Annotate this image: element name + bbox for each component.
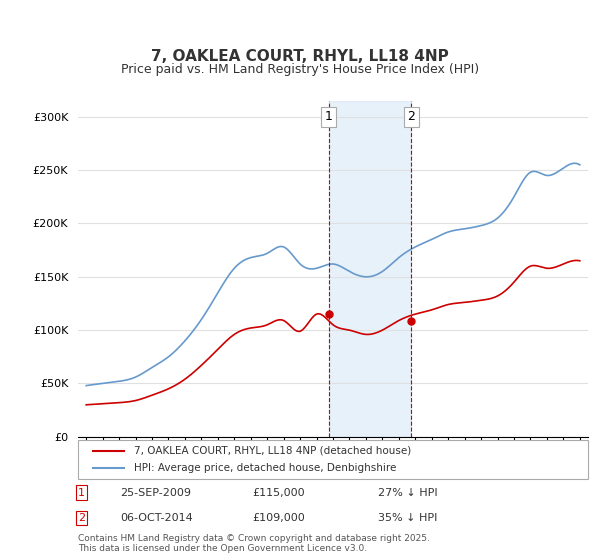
- Text: £115,000: £115,000: [252, 488, 305, 498]
- Text: 35% ↓ HPI: 35% ↓ HPI: [378, 513, 437, 523]
- Bar: [329, 101, 412, 437]
- Text: 1: 1: [325, 110, 332, 123]
- Text: Price paid vs. HM Land Registry's House Price Index (HPI): Price paid vs. HM Land Registry's House …: [121, 63, 479, 76]
- Text: 1: 1: [78, 488, 85, 498]
- Text: 25-SEP-2009: 25-SEP-2009: [120, 488, 191, 498]
- Text: 2: 2: [78, 513, 85, 523]
- Text: 06-OCT-2014: 06-OCT-2014: [120, 513, 193, 523]
- Text: £109,000: £109,000: [252, 513, 305, 523]
- Text: 2: 2: [407, 110, 415, 123]
- Text: 7, OAKLEA COURT, RHYL, LL18 4NP (detached house): 7, OAKLEA COURT, RHYL, LL18 4NP (detache…: [134, 446, 412, 456]
- Text: HPI: Average price, detached house, Denbighshire: HPI: Average price, detached house, Denb…: [134, 463, 397, 473]
- Text: 27% ↓ HPI: 27% ↓ HPI: [378, 488, 437, 498]
- FancyBboxPatch shape: [78, 440, 588, 479]
- Text: Contains HM Land Registry data © Crown copyright and database right 2025.
This d: Contains HM Land Registry data © Crown c…: [78, 534, 430, 553]
- Text: 7, OAKLEA COURT, RHYL, LL18 4NP: 7, OAKLEA COURT, RHYL, LL18 4NP: [151, 49, 449, 64]
